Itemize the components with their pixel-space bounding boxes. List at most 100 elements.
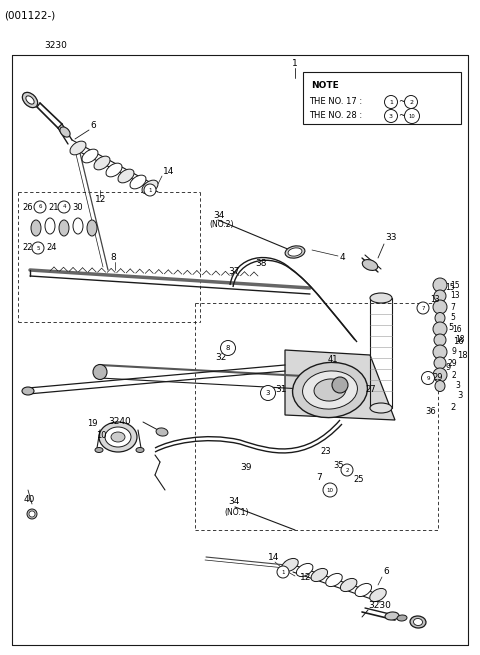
- Text: 1: 1: [148, 187, 152, 193]
- Ellipse shape: [435, 381, 445, 392]
- Text: (NO.1): (NO.1): [224, 508, 249, 517]
- Ellipse shape: [118, 169, 134, 183]
- Ellipse shape: [70, 141, 86, 155]
- Text: 15: 15: [450, 280, 460, 290]
- Text: 4: 4: [62, 204, 66, 210]
- Ellipse shape: [285, 246, 305, 258]
- Text: 3: 3: [457, 390, 462, 400]
- Ellipse shape: [288, 248, 302, 256]
- Text: 3: 3: [389, 113, 393, 119]
- Ellipse shape: [311, 569, 327, 582]
- Text: 1: 1: [292, 58, 298, 67]
- Ellipse shape: [106, 163, 122, 177]
- Text: 31: 31: [275, 386, 287, 394]
- Text: 38: 38: [255, 259, 266, 267]
- Text: ~: ~: [398, 111, 405, 121]
- Ellipse shape: [314, 379, 346, 401]
- Ellipse shape: [433, 300, 447, 314]
- Text: 12: 12: [300, 574, 312, 582]
- Text: 3: 3: [266, 390, 270, 396]
- Ellipse shape: [434, 334, 446, 346]
- Ellipse shape: [326, 573, 342, 587]
- Text: 9: 9: [445, 364, 450, 373]
- Ellipse shape: [370, 403, 392, 413]
- Text: 6: 6: [90, 121, 96, 130]
- Text: 9: 9: [452, 348, 457, 356]
- Text: 3230: 3230: [368, 601, 391, 610]
- Text: 30: 30: [72, 202, 83, 212]
- Text: 24: 24: [46, 244, 57, 252]
- Text: 25: 25: [353, 476, 363, 485]
- Text: 6: 6: [383, 567, 389, 576]
- Circle shape: [417, 302, 429, 314]
- Ellipse shape: [433, 322, 447, 336]
- Ellipse shape: [433, 278, 447, 292]
- Ellipse shape: [136, 447, 144, 453]
- Text: 29: 29: [432, 373, 443, 383]
- Text: 15: 15: [445, 284, 455, 293]
- Text: 36: 36: [425, 407, 436, 417]
- Circle shape: [220, 341, 236, 356]
- Ellipse shape: [433, 368, 447, 382]
- Text: 18: 18: [457, 350, 468, 360]
- Ellipse shape: [87, 220, 97, 236]
- Ellipse shape: [282, 559, 298, 572]
- Ellipse shape: [95, 447, 103, 453]
- Ellipse shape: [59, 220, 69, 236]
- Ellipse shape: [60, 127, 70, 137]
- Ellipse shape: [340, 578, 357, 591]
- Circle shape: [144, 184, 156, 196]
- Ellipse shape: [413, 618, 422, 626]
- Circle shape: [341, 464, 353, 476]
- Polygon shape: [285, 350, 395, 420]
- Ellipse shape: [22, 387, 34, 395]
- FancyBboxPatch shape: [303, 72, 461, 124]
- Text: (NO.2): (NO.2): [209, 221, 233, 229]
- Ellipse shape: [435, 312, 445, 324]
- Ellipse shape: [27, 509, 37, 519]
- Text: 9: 9: [426, 375, 430, 381]
- Text: 2: 2: [452, 371, 457, 379]
- Text: 1: 1: [281, 569, 285, 574]
- Ellipse shape: [434, 357, 446, 369]
- Text: 8: 8: [226, 345, 230, 351]
- Text: 2: 2: [345, 468, 349, 472]
- Text: THE NO. 28 :: THE NO. 28 :: [309, 111, 365, 121]
- Ellipse shape: [370, 588, 386, 601]
- Text: 10: 10: [326, 487, 334, 493]
- Ellipse shape: [156, 428, 168, 436]
- Ellipse shape: [410, 616, 426, 628]
- Ellipse shape: [332, 377, 348, 393]
- Text: 22: 22: [22, 244, 33, 252]
- Text: 27: 27: [365, 386, 376, 394]
- Ellipse shape: [29, 511, 35, 517]
- Text: 33: 33: [385, 233, 396, 242]
- Text: ~: ~: [398, 98, 405, 107]
- Text: (001122-): (001122-): [4, 10, 55, 20]
- Ellipse shape: [82, 149, 98, 163]
- Text: 39: 39: [240, 464, 252, 472]
- Circle shape: [58, 201, 70, 213]
- Text: 29: 29: [448, 358, 457, 367]
- Text: 23: 23: [320, 447, 331, 457]
- Text: THE NO. 17 :: THE NO. 17 :: [309, 98, 365, 107]
- Text: 21: 21: [48, 202, 59, 212]
- Circle shape: [384, 109, 397, 122]
- Text: 37: 37: [228, 267, 240, 276]
- Ellipse shape: [302, 371, 358, 409]
- Text: 34: 34: [213, 210, 224, 219]
- Ellipse shape: [297, 563, 313, 576]
- Ellipse shape: [130, 175, 146, 189]
- Text: 8: 8: [110, 252, 116, 261]
- Text: 7: 7: [316, 474, 322, 483]
- Text: 40: 40: [24, 495, 36, 504]
- Text: 3230: 3230: [44, 41, 67, 50]
- Text: 6: 6: [38, 204, 42, 210]
- Text: 34: 34: [228, 498, 240, 506]
- Text: 14: 14: [163, 168, 174, 176]
- Text: 2: 2: [450, 403, 455, 413]
- Text: 10: 10: [96, 432, 107, 441]
- Text: 16: 16: [453, 337, 464, 345]
- Text: 12: 12: [95, 195, 107, 204]
- Circle shape: [32, 242, 44, 254]
